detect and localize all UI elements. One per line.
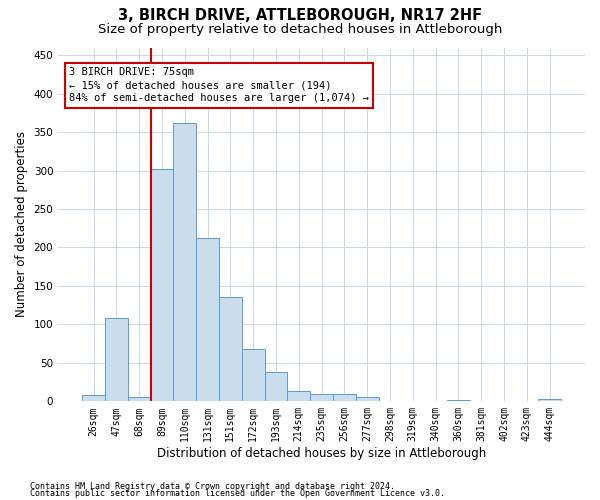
Bar xyxy=(82,395,105,402)
Bar xyxy=(265,372,287,402)
Bar xyxy=(379,400,401,402)
Bar xyxy=(538,399,561,402)
Bar xyxy=(105,318,128,402)
Text: Contains HM Land Registry data © Crown copyright and database right 2024.: Contains HM Land Registry data © Crown c… xyxy=(30,482,395,491)
Bar xyxy=(173,123,196,402)
Bar xyxy=(219,296,242,402)
Text: Contains public sector information licensed under the Open Government Licence v3: Contains public sector information licen… xyxy=(30,489,445,498)
Bar xyxy=(196,238,219,402)
Y-axis label: Number of detached properties: Number of detached properties xyxy=(15,132,28,318)
Bar xyxy=(401,400,424,402)
X-axis label: Distribution of detached houses by size in Attleborough: Distribution of detached houses by size … xyxy=(157,447,486,460)
Bar xyxy=(356,396,379,402)
Bar xyxy=(424,400,447,402)
Bar xyxy=(151,169,173,402)
Bar xyxy=(447,400,470,402)
Bar xyxy=(333,394,356,402)
Bar xyxy=(128,398,151,402)
Bar xyxy=(242,349,265,402)
Bar xyxy=(287,392,310,402)
Text: 3, BIRCH DRIVE, ATTLEBOROUGH, NR17 2HF: 3, BIRCH DRIVE, ATTLEBOROUGH, NR17 2HF xyxy=(118,8,482,22)
Text: 3 BIRCH DRIVE: 75sqm
← 15% of detached houses are smaller (194)
84% of semi-deta: 3 BIRCH DRIVE: 75sqm ← 15% of detached h… xyxy=(69,67,369,104)
Bar xyxy=(310,394,333,402)
Text: Size of property relative to detached houses in Attleborough: Size of property relative to detached ho… xyxy=(98,22,502,36)
